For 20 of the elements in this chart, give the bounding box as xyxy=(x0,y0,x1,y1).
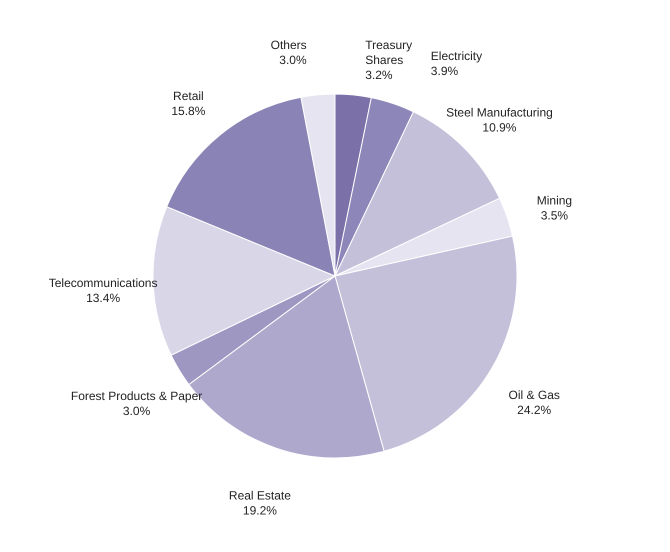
data-label: 3.2% xyxy=(365,68,393,82)
slice-label: Retail xyxy=(173,89,204,104)
slice-label: Others xyxy=(270,38,307,52)
slice-label: Mining xyxy=(536,194,572,208)
slice-label: Real Estate xyxy=(228,488,292,503)
slice-label: Electricity xyxy=(430,49,482,64)
slice-label: Treasury Shares xyxy=(365,38,412,68)
data-label: 15.8% xyxy=(171,104,206,118)
data-label: 3.5% xyxy=(540,208,568,223)
data-label: 3.9% xyxy=(430,64,458,78)
slice-label: Forest Products & Paper xyxy=(70,389,202,404)
data-label: 3.0% xyxy=(122,404,151,418)
data-label: 13.4% xyxy=(86,290,120,305)
slice-label: Oil & Gas xyxy=(508,388,560,402)
data-label: 24.2% xyxy=(517,402,552,417)
data-label: 19.2% xyxy=(242,504,278,518)
slice-label: Telecommunications xyxy=(48,276,158,290)
slice-label: Steel Manufacturing xyxy=(446,105,553,120)
data-label: 10.9% xyxy=(482,120,517,134)
data-label: 3.0% xyxy=(279,53,307,68)
